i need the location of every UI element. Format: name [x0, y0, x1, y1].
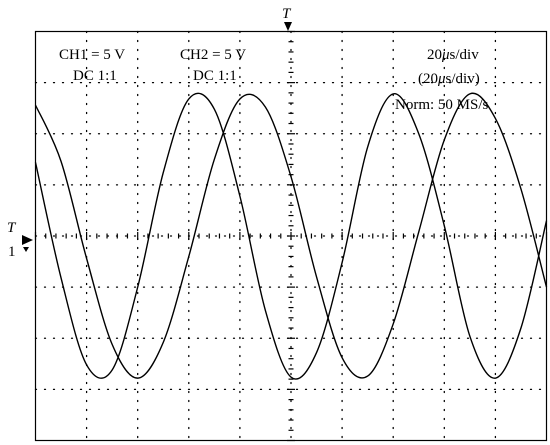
trigger-left-arrow-icon: [22, 235, 33, 245]
trigger-top-label: T: [282, 6, 292, 22]
timebase2-readout: (20μs/div): [418, 71, 480, 87]
timebase-mu: μ: [441, 47, 450, 63]
trigger-left-label: T: [7, 220, 17, 236]
acquisition-readout: Norm: 50 MS/s: [395, 97, 489, 113]
ground-marker-icon: [23, 247, 29, 252]
timebase2-open: (20: [418, 71, 438, 87]
traces: [34, 92, 548, 380]
trigger-top-arrow-icon: [284, 22, 292, 31]
trace-ch1: [34, 92, 548, 379]
timebase-unit: s/div: [450, 47, 480, 63]
ch1-readout: CH1 = 5 V: [59, 47, 125, 63]
ch1-coupling: DC 1:1: [73, 68, 117, 84]
ch2-readout: CH2 = 5 V: [180, 47, 246, 63]
channel-ground-label: 1: [8, 244, 16, 260]
timebase-readout: 20μs/div: [427, 47, 479, 63]
trace-ch2: [34, 92, 548, 380]
graticule: [34, 30, 548, 442]
ch2-coupling: DC 1:1: [193, 68, 237, 84]
timebase-value: 20: [427, 47, 442, 63]
timebase2-mu: μ: [437, 71, 446, 87]
timebase2-rest: s/div): [446, 71, 480, 87]
